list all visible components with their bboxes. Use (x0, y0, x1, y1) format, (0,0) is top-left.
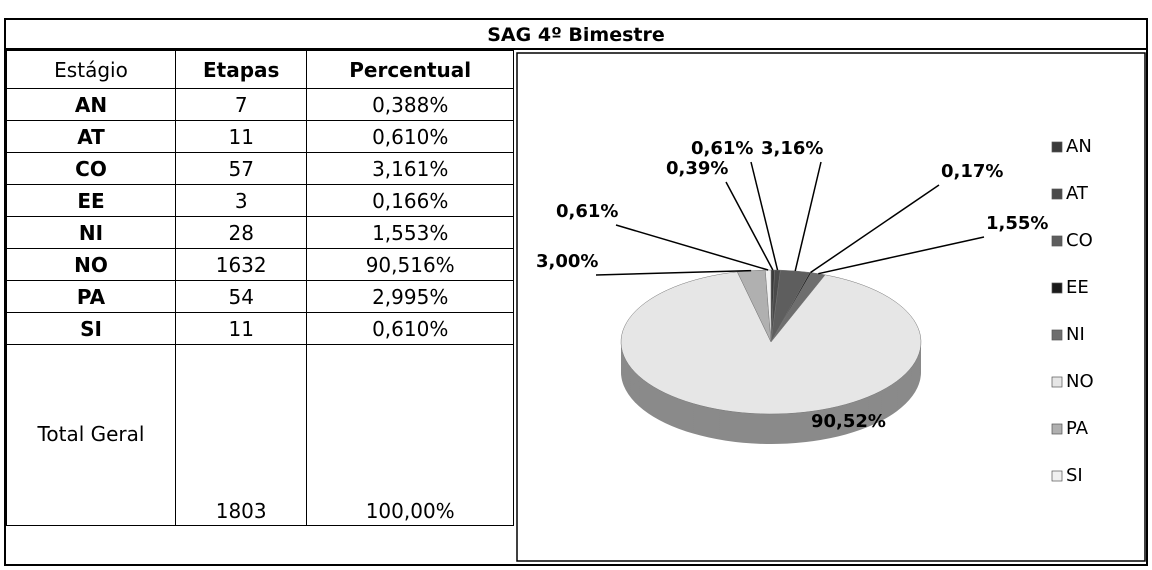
cell: EE (6, 184, 176, 217)
leader-line (725, 181, 774, 271)
slice (764, 269, 772, 343)
legend-label: EE (1066, 277, 1089, 298)
legend-swatch (1051, 188, 1063, 200)
title: SAG 4º Bimestre (6, 20, 1146, 50)
cell: PA (6, 280, 176, 313)
legend-label: AT (1066, 183, 1089, 204)
legend-label: AN (1066, 136, 1092, 157)
legend-label: CO (1066, 230, 1093, 251)
data-label: 0,61% (691, 138, 753, 159)
legend-swatch (1051, 376, 1063, 388)
legend-label: NI (1066, 324, 1085, 345)
leader-line (794, 161, 822, 272)
cell: 11 (174, 120, 308, 153)
data-label: 0,39% (666, 158, 728, 179)
cell: SI (6, 312, 176, 345)
header: Percentual (306, 50, 514, 89)
pie-chart: 0,39%0,61% 3,16%0,17%1,55%90,52%3,00%0,61… (516, 52, 1146, 562)
leader-line (818, 236, 985, 275)
cell: AT (6, 120, 176, 153)
data-label: 0,61% (556, 201, 618, 222)
cell: 57 (174, 152, 308, 185)
slice (620, 271, 922, 415)
cell: NO (6, 248, 176, 281)
legend-swatch (1051, 282, 1063, 294)
document: SAG 4º Bimestre Estágio Etapas Percentua… (4, 18, 1148, 566)
cell: 11 (174, 312, 308, 345)
data-label: 1,55% (986, 213, 1048, 234)
total-label: Total Geral (6, 344, 176, 526)
cell: 7 (174, 88, 308, 121)
cell: NI (6, 216, 176, 249)
cell: 3,161% (306, 152, 514, 185)
cell: 0,388% (306, 88, 514, 121)
legend-swatch (1051, 470, 1063, 482)
cell: 0,610% (306, 120, 514, 153)
cell: 0,166% (306, 184, 514, 217)
cell: 28 (174, 216, 308, 249)
leader-line (750, 161, 779, 271)
legend-label: NO (1066, 371, 1094, 392)
cell: CO (6, 152, 176, 185)
cell: 0,610% (306, 312, 514, 345)
legend-swatch (1051, 423, 1063, 435)
cell: 54 (174, 280, 308, 313)
cell: 3 (174, 184, 308, 217)
header: Estágio (6, 50, 176, 89)
legend-swatch (1051, 141, 1063, 153)
total-cell: 1803 (174, 344, 308, 526)
data-label: 3,16% (761, 138, 823, 159)
legend-label: PA (1066, 418, 1089, 439)
cell: 1632 (174, 248, 308, 281)
cell: 2,995% (306, 280, 514, 313)
leader-line (595, 269, 752, 276)
header: Etapas (174, 50, 308, 89)
table: Estágio Etapas Percentual AN 7 0,388% AT 11 0… (6, 50, 514, 526)
data-label: 90,52% (811, 411, 886, 432)
legend-label: SI (1066, 465, 1083, 486)
data-label: 0,17% (941, 161, 1003, 182)
leader-line (810, 184, 940, 274)
legend-swatch (1051, 329, 1063, 341)
cell: 90,516% (306, 248, 514, 281)
cell: 1,553% (306, 216, 514, 249)
total-cell: 100,00% (306, 344, 514, 526)
data-label: 3,00% (536, 251, 598, 272)
leader-line (615, 224, 769, 271)
legend-swatch (1051, 235, 1063, 247)
cell: AN (6, 88, 176, 121)
